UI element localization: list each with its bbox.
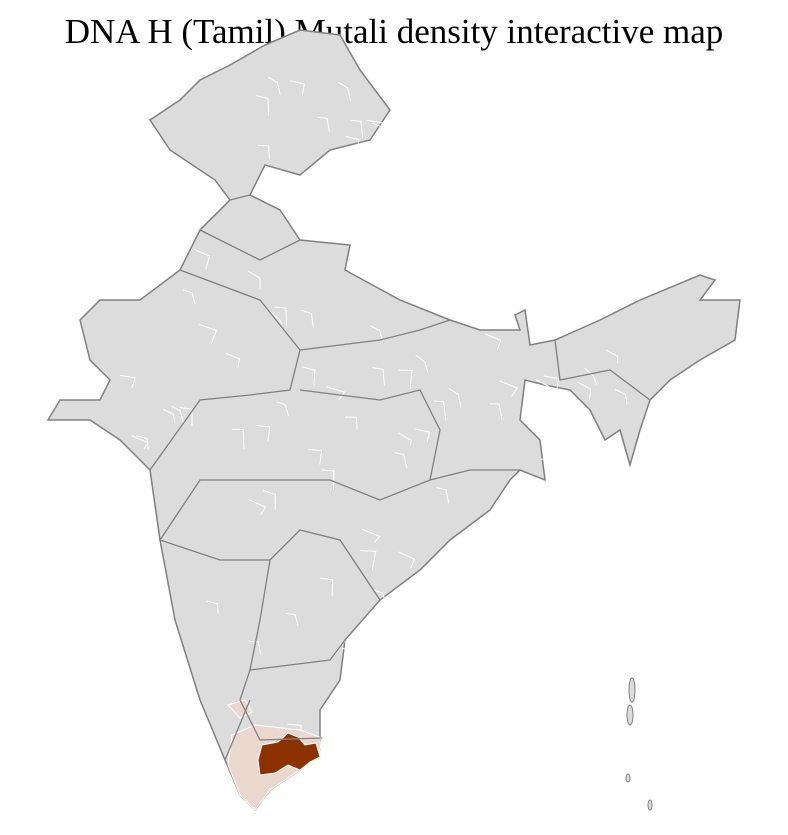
- district-border: [543, 375, 560, 396]
- district-border: [276, 401, 290, 416]
- district-border: [269, 311, 283, 325]
- district-border: [614, 389, 628, 405]
- district-border: [290, 80, 305, 96]
- district-border: [257, 144, 270, 160]
- district-border: [373, 589, 387, 605]
- district-border: [490, 403, 503, 420]
- district-border: [179, 406, 193, 426]
- district-border: [398, 369, 413, 389]
- district-border: [367, 119, 385, 135]
- district-border: [182, 289, 196, 305]
- district-border: [232, 428, 245, 450]
- district-border: [193, 248, 211, 270]
- district-border: [248, 640, 262, 655]
- district-border: [267, 76, 281, 95]
- district-border: [345, 416, 358, 430]
- district-border: [350, 119, 364, 139]
- district-border: [199, 323, 218, 345]
- district-border: [301, 366, 316, 386]
- district-border: [415, 428, 430, 442]
- district-border: [225, 353, 240, 368]
- district-border: [119, 374, 136, 388]
- district-border: [577, 381, 592, 400]
- district-border: [362, 528, 381, 544]
- region-high-density[interactable]: [257, 732, 321, 776]
- state-borders: [149, 194, 651, 761]
- india-outline[interactable]: [46, 29, 741, 812]
- region-low-density-kerala-north[interactable]: [227, 699, 253, 719]
- district-border: [162, 408, 176, 423]
- district-border: [262, 490, 276, 510]
- district-border: [397, 432, 412, 446]
- district-border: [370, 325, 384, 341]
- district-border: [605, 349, 619, 364]
- district-border: [372, 122, 385, 141]
- district-border: [540, 458, 559, 474]
- district-border: [448, 387, 462, 408]
- district-border: [345, 135, 360, 149]
- district-border: [341, 640, 354, 657]
- district-borders: [119, 76, 628, 773]
- district-border: [301, 309, 314, 328]
- district-border: [307, 449, 323, 465]
- district-border: [341, 648, 355, 661]
- district-border: [320, 577, 334, 597]
- district-border: [274, 306, 288, 327]
- district-border: [248, 499, 267, 515]
- district-border: [326, 386, 346, 401]
- district-border: [247, 270, 261, 289]
- district-border: [255, 424, 271, 443]
- district-border: [499, 380, 519, 397]
- district-border: [205, 600, 219, 614]
- district-border: [321, 469, 335, 490]
- district-border: [433, 400, 447, 421]
- district-border: [338, 81, 351, 102]
- district-border: [256, 95, 269, 116]
- district-border: [171, 405, 185, 425]
- andaman-nicobar-islands[interactable]: [625, 677, 653, 811]
- map-title: DNA H (Tamil) Mutali density interactive…: [64, 12, 724, 51]
- district-border: [360, 550, 377, 571]
- district-border: [317, 116, 330, 132]
- district-border: [535, 378, 550, 393]
- district-border: [584, 367, 597, 385]
- district-border: [394, 452, 408, 469]
- district-border: [285, 612, 299, 626]
- district-border: [372, 367, 385, 386]
- district-border: [398, 551, 416, 569]
- district-border: [415, 354, 429, 373]
- district-border: [131, 435, 149, 450]
- district-border: [136, 435, 149, 450]
- district-border: [436, 487, 450, 504]
- district-border: [485, 333, 502, 351]
